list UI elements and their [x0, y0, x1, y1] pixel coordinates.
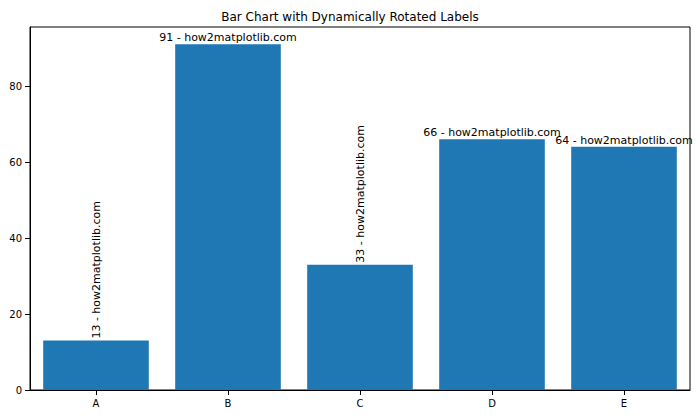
- svg-text:E: E: [621, 398, 627, 409]
- svg-text:80: 80: [9, 81, 22, 92]
- svg-text:D: D: [488, 398, 496, 409]
- svg-text:20: 20: [9, 309, 22, 320]
- svg-text:A: A: [93, 398, 100, 409]
- svg-text:91 - how2matplotlib.com: 91 - how2matplotlib.com: [159, 31, 297, 44]
- svg-text:C: C: [357, 398, 364, 409]
- svg-text:60: 60: [9, 157, 22, 168]
- svg-text:40: 40: [9, 233, 22, 244]
- svg-text:0: 0: [16, 385, 22, 396]
- svg-text:Bar Chart with Dynamically Rot: Bar Chart with Dynamically Rotated Label…: [221, 10, 479, 24]
- svg-text:33 - how2matplotlib.com: 33 - how2matplotlib.com: [354, 125, 367, 263]
- svg-text:13 - how2matplotlib.com: 13 - how2matplotlib.com: [90, 201, 103, 339]
- svg-text:66 - how2matplotlib.com: 66 - how2matplotlib.com: [423, 126, 561, 139]
- svg-text:B: B: [225, 398, 232, 409]
- svg-text:64 - how2matplotlib.com: 64 - how2matplotlib.com: [555, 134, 693, 147]
